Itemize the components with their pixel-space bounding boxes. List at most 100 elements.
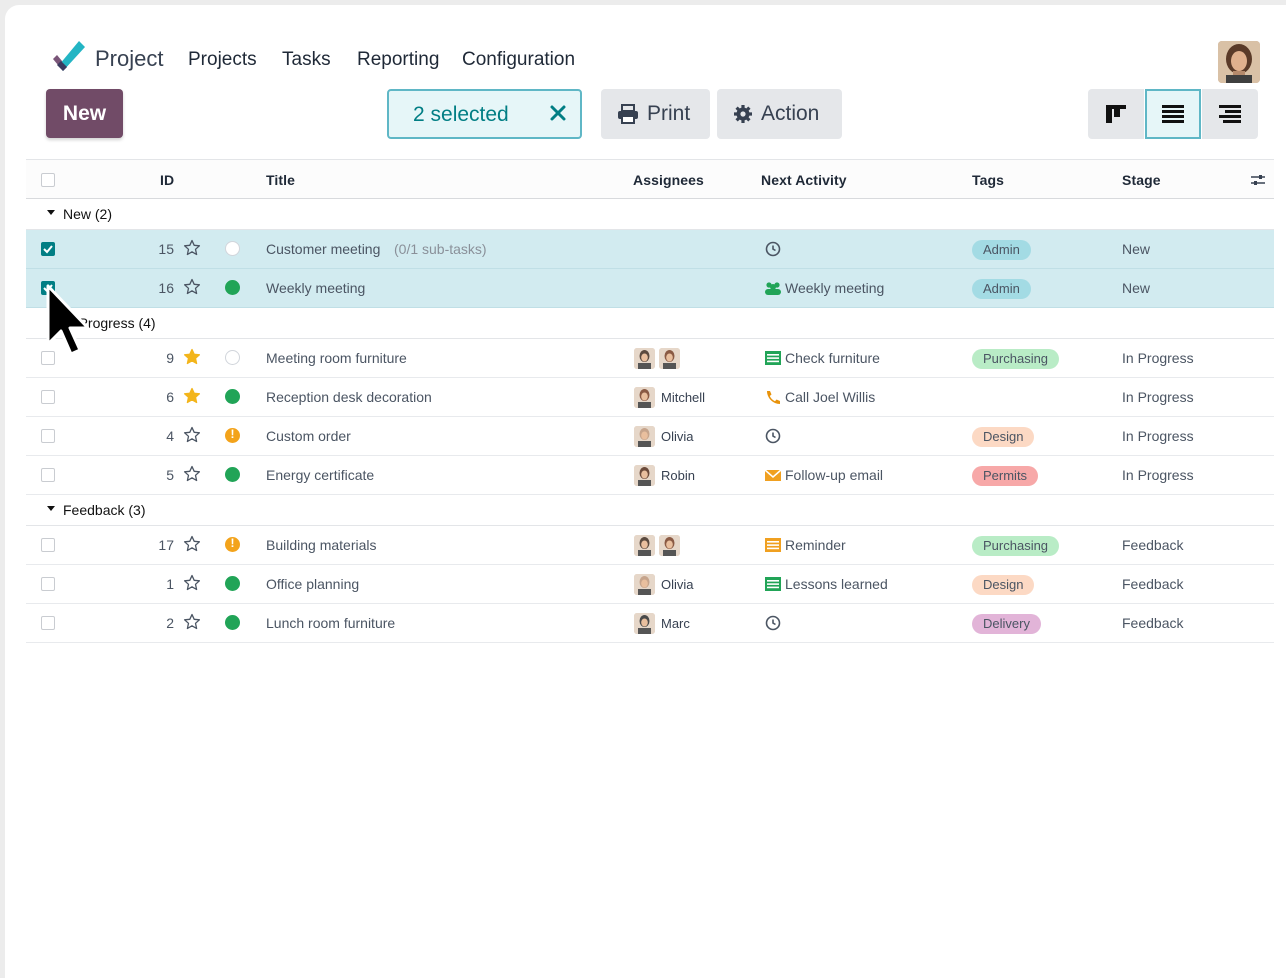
table-row[interactable]: 2 Lunch room furniture Marc Delivery Feedbac… <box>26 604 1274 643</box>
tag-badge[interactable]: Purchasing <box>972 349 1060 369</box>
list-view-button[interactable] <box>1145 89 1201 139</box>
tag-badge[interactable]: Design <box>972 427 1035 447</box>
task-title[interactable]: Office planning <box>266 576 360 592</box>
next-activity-cell[interactable] <box>764 428 782 444</box>
tag-badge[interactable]: Admin <box>972 279 1031 299</box>
star-icon[interactable] <box>183 574 201 592</box>
table-row[interactable]: 9 Meeting room furniture Check furniture Pu… <box>26 339 1274 378</box>
group-header[interactable]: In Progress (4) <box>26 308 1274 339</box>
kanban-view-button[interactable] <box>1088 89 1144 139</box>
table-row[interactable]: 4 Custom order Olivia Design In Progress <box>26 417 1274 456</box>
status-indicator-green[interactable] <box>225 615 240 630</box>
task-title[interactable]: Energy certificate <box>266 467 375 483</box>
next-activity-cell[interactable]: Weekly meeting <box>764 280 884 296</box>
task-title[interactable]: Weekly meeting <box>266 280 366 296</box>
star-icon[interactable] <box>183 613 201 631</box>
tag-badge[interactable]: Permits <box>972 466 1039 486</box>
menu-reporting[interactable]: Reporting <box>357 49 440 70</box>
clock-icon[interactable] <box>764 615 782 631</box>
star-icon[interactable] <box>183 465 201 483</box>
assignee-avatar[interactable] <box>634 347 655 369</box>
user-avatar[interactable] <box>1218 41 1260 83</box>
assignee-avatar[interactable] <box>659 347 680 369</box>
reminder-icon[interactable] <box>764 537 782 553</box>
star-icon[interactable] <box>183 348 201 366</box>
todo-icon[interactable] <box>764 350 782 366</box>
assignee-avatar[interactable] <box>634 386 655 408</box>
project-logo-icon[interactable] <box>51 41 85 73</box>
row-checkbox[interactable] <box>41 390 55 404</box>
clock-icon[interactable] <box>764 241 782 257</box>
assignee-avatar[interactable] <box>634 464 655 486</box>
task-title[interactable]: Customer meeting <box>266 241 381 257</box>
table-row[interactable]: 1 Office planning Olivia Lessons learned Des… <box>26 565 1274 604</box>
tag-badge[interactable]: Delivery <box>972 614 1041 634</box>
group-header[interactable]: Feedback (3) <box>26 495 1274 526</box>
row-checkbox[interactable] <box>41 242 55 256</box>
row-checkbox[interactable] <box>41 577 55 591</box>
task-title[interactable]: Lunch room furniture <box>266 615 396 631</box>
tag-badge[interactable]: Admin <box>972 240 1031 260</box>
row-checkbox[interactable] <box>41 616 55 630</box>
task-title[interactable]: Reception desk decoration <box>266 389 432 405</box>
star-icon[interactable] <box>183 535 201 553</box>
status-indicator-grey[interactable] <box>225 350 240 365</box>
row-checkbox[interactable] <box>41 468 55 482</box>
group-header[interactable]: New (2) <box>26 199 1274 230</box>
gantt-view-button[interactable] <box>1202 89 1258 139</box>
status-indicator-green[interactable] <box>225 467 240 482</box>
menu-projects[interactable]: Projects <box>188 49 257 70</box>
status-indicator-orange[interactable] <box>225 536 240 552</box>
column-header-next-activity[interactable]: Next Activity <box>761 172 847 188</box>
status-indicator-green[interactable] <box>225 280 240 295</box>
next-activity-cell[interactable] <box>764 615 782 631</box>
star-icon[interactable] <box>183 278 201 296</box>
assignee-avatar[interactable] <box>634 573 655 595</box>
column-header-stage[interactable]: Stage <box>1122 172 1161 188</box>
action-button[interactable]: Action <box>717 89 842 139</box>
next-activity-cell[interactable]: Check furniture <box>764 350 880 366</box>
status-indicator-orange[interactable] <box>225 427 240 443</box>
column-header-title[interactable]: Title <box>266 172 296 188</box>
column-header-id[interactable]: ID <box>160 172 175 188</box>
tag-badge[interactable]: Design <box>972 575 1035 595</box>
assignee-avatar[interactable] <box>634 534 655 556</box>
new-button[interactable]: New <box>46 89 123 138</box>
row-checkbox[interactable] <box>41 351 55 365</box>
task-title[interactable]: Custom order <box>266 428 351 444</box>
meeting-icon[interactable] <box>764 280 782 296</box>
next-activity-cell[interactable]: Reminder <box>764 537 846 553</box>
phone-icon[interactable] <box>764 389 782 405</box>
column-header-assignees[interactable]: Assignees <box>633 172 704 188</box>
print-button[interactable]: Print <box>601 89 710 139</box>
table-row[interactable]: 6 Reception desk decoration Mitchell Call J… <box>26 378 1274 417</box>
menu-tasks[interactable]: Tasks <box>282 49 331 70</box>
app-name[interactable]: Project <box>95 46 164 71</box>
assignee-avatar[interactable] <box>634 612 655 634</box>
status-indicator-green[interactable] <box>225 576 240 591</box>
status-indicator-green[interactable] <box>225 389 240 404</box>
optional-columns-icon[interactable] <box>1250 173 1266 187</box>
next-activity-cell[interactable]: Follow-up email <box>764 467 883 483</box>
select-all-checkbox[interactable] <box>41 173 55 187</box>
status-indicator-grey[interactable] <box>225 241 240 256</box>
todo-icon[interactable] <box>764 576 782 592</box>
star-icon[interactable] <box>183 387 201 405</box>
row-checkbox[interactable] <box>41 538 55 552</box>
clock-icon[interactable] <box>764 428 782 444</box>
star-icon[interactable] <box>183 426 201 444</box>
column-header-tags[interactable]: Tags <box>972 172 1005 188</box>
email-icon[interactable] <box>764 467 782 483</box>
next-activity-cell[interactable]: Call Joel Willis <box>764 389 875 405</box>
menu-configuration[interactable]: Configuration <box>462 49 576 70</box>
assignee-avatar[interactable] <box>634 425 655 447</box>
table-row[interactable]: 16 Weekly meeting Weekly meeting Admin New <box>26 269 1274 308</box>
next-activity-cell[interactable]: Lessons learned <box>764 576 888 592</box>
row-checkbox[interactable] <box>41 429 55 443</box>
task-title[interactable]: Building materials <box>266 537 377 553</box>
tag-badge[interactable]: Purchasing <box>972 536 1060 556</box>
table-row[interactable]: 17 Building materials Reminder Purchasing Fe… <box>26 526 1274 565</box>
star-icon[interactable] <box>183 239 201 257</box>
assignee-avatar[interactable] <box>659 534 680 556</box>
next-activity-cell[interactable] <box>764 241 782 257</box>
